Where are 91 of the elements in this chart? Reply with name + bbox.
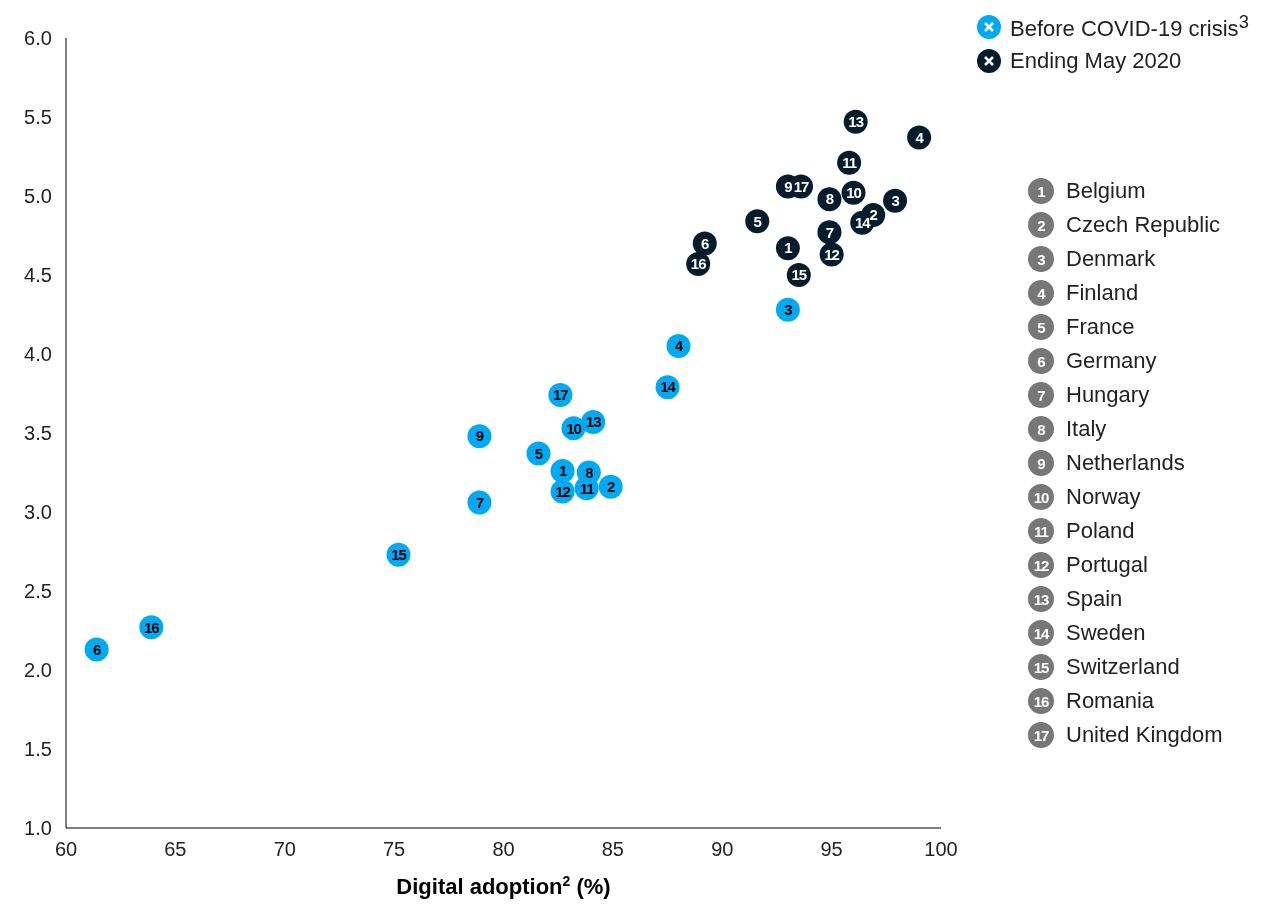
x-tick-label: 70: [273, 838, 296, 861]
annotation: 10: [846, 184, 862, 202]
annotation: 3: [891, 191, 900, 209]
text: 7: [1028, 382, 1054, 408]
text: France: [1066, 314, 1135, 340]
text: Czech Republic: [1066, 212, 1221, 238]
annotation: 17: [793, 177, 809, 195]
text: 17: [1028, 722, 1054, 748]
annotation: 12: [555, 482, 571, 500]
y-tick-label: 2.5: [24, 580, 52, 603]
annotation: 5: [534, 444, 543, 462]
text: 9: [1028, 450, 1054, 476]
text: Sweden: [1066, 620, 1146, 646]
text: Germany: [1066, 348, 1157, 374]
y-tick-label: 2.0: [24, 659, 52, 682]
x-tick-label: 90: [711, 838, 734, 861]
x-axis-title: Digital adoption$^{2}$ (%): [396, 873, 611, 899]
x-tick-label: 60: [54, 838, 78, 861]
text: Switzerland: [1066, 654, 1180, 680]
x-tick-label: 80: [492, 838, 515, 861]
annotation: 10: [566, 419, 582, 437]
annotation: 4: [915, 128, 925, 146]
annotation: 9: [475, 427, 484, 445]
annotation: 14: [854, 214, 872, 232]
text: 14: [1028, 620, 1054, 646]
y-tick-label: 4.5: [24, 264, 52, 287]
annotation: 15: [391, 545, 407, 563]
text: Romania: [1066, 688, 1155, 714]
annotation: 11: [579, 479, 595, 497]
text: Denmark: [1066, 246, 1156, 272]
annotation: 3: [784, 301, 793, 319]
annotation: 16: [690, 255, 707, 273]
annotation: 11: [842, 154, 857, 172]
text: 10: [1028, 484, 1054, 510]
annotation: 4: [674, 337, 684, 355]
text: 12: [1028, 552, 1054, 578]
annotation: 5: [753, 212, 762, 230]
x-tick-label: 65: [164, 838, 187, 861]
y-tick-label: 3.5: [24, 422, 52, 445]
annotation: 13: [585, 413, 602, 431]
annotation: 13: [848, 112, 864, 130]
text: 3: [1028, 246, 1054, 272]
annotation: 7: [475, 493, 484, 511]
annotation: 2: [869, 206, 878, 224]
x-tick-label: 100: [924, 838, 958, 861]
annotation: 9: [784, 177, 793, 195]
y-tick-label: 1.0: [24, 817, 52, 840]
x-tick-label: 75: [383, 838, 406, 861]
text: Norway: [1066, 484, 1141, 510]
legend-label: Ending May 2020: [1010, 48, 1182, 74]
annotation: 8: [825, 190, 834, 208]
text: 11: [1028, 518, 1054, 544]
y-tick-label: 5.0: [24, 185, 52, 208]
y-tick-label: 5.5: [24, 106, 52, 129]
annotation: 6: [92, 640, 101, 658]
x-tick-label: 85: [601, 838, 624, 861]
text: 4: [1028, 280, 1054, 306]
annotation: 7: [825, 223, 834, 241]
text: 13: [1028, 586, 1054, 612]
text: 5: [1028, 314, 1054, 340]
text: United Kingdom: [1066, 722, 1223, 748]
text: 8: [1028, 416, 1054, 442]
text: 16: [1028, 688, 1054, 714]
text: Belgium: [1066, 178, 1146, 204]
annotation: 1: [784, 239, 793, 257]
y-tick-label: 4.0: [24, 343, 52, 366]
y-tick-label: 1.5: [24, 738, 52, 761]
annotation: 1: [558, 462, 567, 480]
annotation: 14: [660, 378, 677, 396]
text: 15: [1028, 654, 1054, 680]
annotation: 12: [824, 245, 840, 263]
text: Poland: [1066, 518, 1135, 544]
annotation: 16: [143, 618, 160, 636]
annotation: 17: [553, 386, 569, 404]
annotation: 15: [791, 266, 807, 284]
text: 2: [1028, 212, 1054, 238]
text: Portugal: [1066, 552, 1148, 578]
y-tick-label: 3.0: [24, 501, 52, 524]
text: Hungary: [1066, 382, 1150, 408]
text: Finland: [1066, 280, 1139, 306]
legend-label: Before COVID-19 crisis$^{3}$: [1010, 11, 1249, 43]
annotation: 6: [701, 234, 710, 252]
text: Netherlands: [1066, 450, 1185, 476]
annotation: 8: [585, 463, 594, 481]
text: Italy: [1066, 416, 1107, 442]
y-tick-label: 6.0: [24, 27, 52, 50]
text: 1: [1028, 178, 1054, 204]
x-tick-label: 95: [820, 838, 843, 861]
text: 6: [1028, 348, 1054, 374]
text: Spain: [1066, 586, 1123, 612]
annotation: 2: [607, 477, 616, 495]
